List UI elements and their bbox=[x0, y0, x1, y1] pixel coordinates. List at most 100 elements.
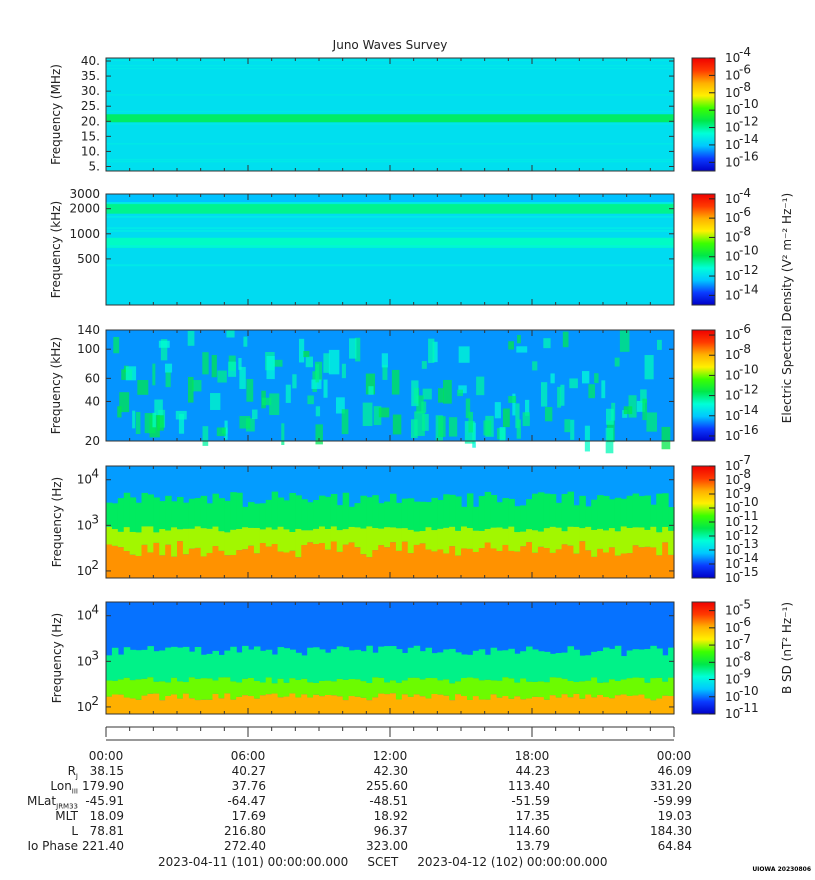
spectrogram-column bbox=[177, 541, 184, 578]
spectrogram-column bbox=[620, 526, 628, 554]
spectrogram-column bbox=[585, 655, 592, 681]
time-tick-label: 18:00 bbox=[515, 749, 550, 763]
spectrogram-column bbox=[526, 681, 533, 699]
spectrogram-column bbox=[437, 549, 444, 578]
ephemeris-value: 113.40 bbox=[508, 779, 550, 793]
spectral-band bbox=[106, 158, 674, 161]
colorbar-tick-exponent: -14 bbox=[739, 282, 759, 296]
spectrogram-column bbox=[259, 682, 267, 696]
spectrogram-column bbox=[324, 680, 332, 696]
spectrogram-column bbox=[395, 502, 403, 529]
y-tick-label: 40. bbox=[81, 54, 100, 68]
spectrogram-column bbox=[153, 497, 160, 533]
colorbar-tick-exponent: -12 bbox=[739, 263, 759, 277]
emission-streak bbox=[381, 353, 388, 368]
emission-streak bbox=[307, 395, 314, 405]
emission-streak bbox=[382, 364, 388, 380]
colorbar bbox=[691, 57, 716, 172]
emission-streak bbox=[525, 399, 530, 416]
spectrogram-column bbox=[614, 681, 622, 696]
emission-streak bbox=[323, 379, 328, 398]
footer-tag: UIOWA 20230806 bbox=[752, 866, 811, 873]
spectrogram-column bbox=[348, 679, 356, 697]
spectrogram-column bbox=[283, 696, 291, 714]
spectrogram-column bbox=[194, 646, 202, 679]
spectrogram-column bbox=[401, 541, 409, 578]
spectrogram-column bbox=[354, 503, 362, 528]
spectrogram-column bbox=[378, 528, 385, 546]
spectrogram-column bbox=[319, 696, 326, 714]
colorbar-tick-label: 10 bbox=[725, 529, 740, 543]
spectrogram-column bbox=[230, 555, 237, 578]
spectrogram-column bbox=[177, 698, 184, 714]
spectrogram-column bbox=[668, 647, 675, 678]
spectrogram-column bbox=[425, 527, 433, 550]
colorbar-tick-label: 10 bbox=[725, 409, 740, 423]
emission-streak bbox=[569, 378, 578, 389]
spectrogram-column bbox=[111, 680, 119, 695]
spectrogram-column bbox=[656, 555, 663, 578]
spectrogram-column bbox=[620, 694, 628, 714]
y-tick-label: 20. bbox=[81, 114, 100, 128]
emission-streak bbox=[285, 384, 291, 403]
emission-streak bbox=[298, 338, 305, 363]
y-tick-label: 15. bbox=[81, 129, 100, 143]
time-tick-label: 00:00 bbox=[657, 749, 692, 763]
spectrogram-column bbox=[230, 646, 237, 682]
colorbar-tick-label: 10 bbox=[725, 459, 740, 473]
spectrogram-column bbox=[117, 679, 125, 695]
spectrogram-column bbox=[301, 545, 308, 578]
spectrogram-column bbox=[106, 502, 113, 527]
colorbar-tick-exponent: -8 bbox=[739, 649, 751, 663]
spectrogram-column bbox=[307, 542, 314, 578]
spectrogram-column bbox=[496, 527, 504, 552]
ephemeris-value: 18.09 bbox=[89, 809, 124, 823]
spectrogram-column bbox=[224, 677, 231, 694]
ephemeris-label-text: MLT bbox=[55, 809, 78, 823]
emission-streak bbox=[457, 389, 463, 397]
emission-streak bbox=[349, 338, 357, 359]
spectrogram-column bbox=[141, 492, 149, 527]
emission-streak bbox=[410, 419, 418, 439]
spectrogram-column bbox=[218, 654, 225, 678]
spectrogram-column bbox=[425, 677, 433, 699]
emission-streak bbox=[323, 353, 330, 373]
spectrogram-column bbox=[484, 529, 492, 543]
spectrogram-column bbox=[437, 694, 444, 714]
spectrogram-column bbox=[342, 492, 350, 530]
spectrogram-column bbox=[141, 649, 149, 679]
spectrogram-column bbox=[206, 699, 214, 714]
ephemeris-value: -48.51 bbox=[369, 794, 408, 808]
spectrogram-column bbox=[490, 694, 498, 714]
spectrogram-column bbox=[360, 651, 367, 682]
spectrogram-column bbox=[608, 648, 616, 680]
spectrogram-column bbox=[117, 654, 125, 680]
spectral-band bbox=[106, 227, 674, 230]
spectrogram-column bbox=[390, 646, 397, 681]
spectrogram-column bbox=[401, 652, 409, 681]
y-tick-label: 10 bbox=[77, 700, 92, 714]
colorbar-tick-label: 10 bbox=[725, 389, 740, 403]
spectrogram-column bbox=[153, 542, 160, 578]
emission-streak bbox=[341, 363, 346, 379]
colorbar-tick-exponent: -9 bbox=[739, 667, 751, 681]
spectrogram-column bbox=[466, 654, 474, 678]
ephemeris-value: 184.30 bbox=[650, 824, 692, 838]
ephemeris-value: 216.80 bbox=[224, 824, 266, 838]
ephemeris-label-text: MLat bbox=[27, 794, 57, 808]
emission-streak bbox=[202, 352, 209, 375]
spectrogram-column bbox=[443, 679, 450, 696]
spectrogram-column bbox=[153, 681, 160, 694]
colorbar-tick-label: 10 bbox=[725, 250, 740, 264]
spectrogram-column bbox=[289, 649, 296, 679]
spectrogram-column bbox=[324, 549, 332, 578]
colorbar-tick-exponent: -7 bbox=[739, 632, 751, 646]
spectrogram-column bbox=[644, 546, 651, 578]
colorbar-tick-exponent: -9 bbox=[739, 481, 751, 495]
spectrogram-column bbox=[378, 693, 385, 714]
spectrogram-column bbox=[597, 495, 604, 529]
spectral-band bbox=[106, 215, 674, 218]
colorbar-tick-label: 10 bbox=[725, 103, 740, 117]
spectrogram-column bbox=[443, 649, 450, 680]
colorbar-tick-exponent: -7 bbox=[739, 453, 751, 467]
